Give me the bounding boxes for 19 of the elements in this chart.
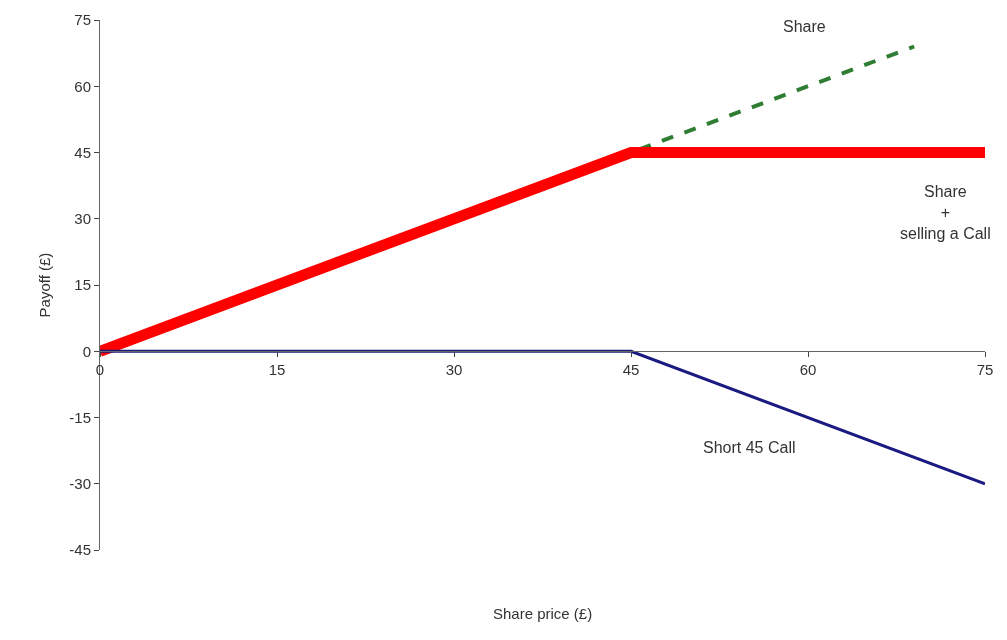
y-tick-label: -30: [69, 475, 91, 492]
x-tick-label: 15: [268, 361, 286, 379]
x-tick-label: 30: [445, 361, 463, 379]
text: Share: [783, 18, 826, 35]
x-tick-label: 75: [976, 361, 994, 379]
x-tick-label: 45: [622, 361, 640, 379]
y-tick-label: 30: [74, 210, 91, 227]
y-tick-label: -15: [69, 408, 91, 426]
y-tick-label: -45: [69, 541, 91, 559]
x-axis-title: Share price (£): [493, 605, 593, 622]
x-tick-label: 60: [799, 361, 817, 379]
y-tick-label: 75: [74, 11, 91, 29]
y-tick-label: 60: [74, 77, 91, 95]
y-tick-label: 45: [74, 143, 91, 161]
y-tick-label: 0: [82, 342, 91, 360]
y-axis-title: Payoff (£): [35, 252, 53, 318]
series-label: Short 45 Call: [703, 439, 796, 456]
series-label: Share + selling a Call: [900, 183, 991, 242]
y-tick-label: 15: [74, 276, 91, 294]
